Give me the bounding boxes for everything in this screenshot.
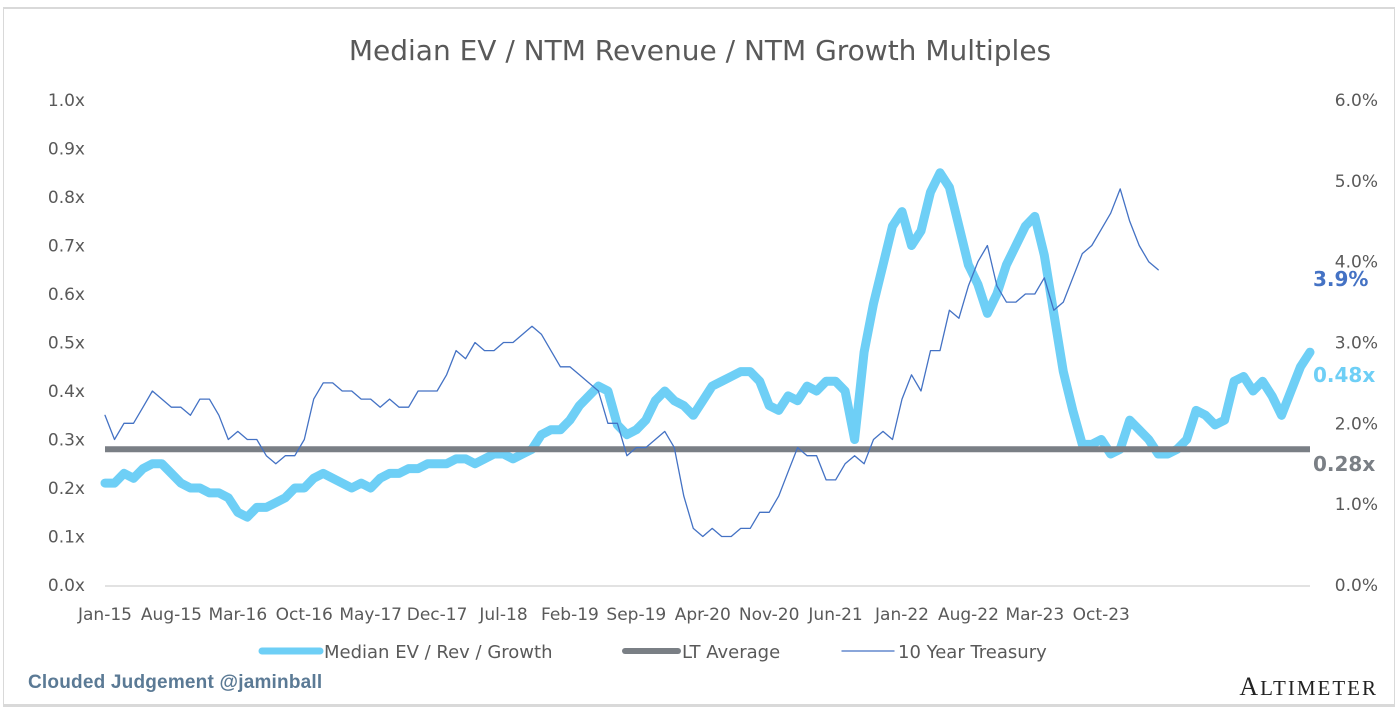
x-tick-label: Feb-19 <box>541 605 599 625</box>
left-tick-label: 0.3x <box>48 431 85 451</box>
legend-item-median-ev-rev-growth: Median EV / Rev / Growth <box>258 642 552 663</box>
right-tick-label: 2.0% <box>1335 414 1378 434</box>
right-tick-label: 0.0% <box>1335 576 1378 596</box>
right-tick-label: 5.0% <box>1335 172 1378 192</box>
right-tick-label: 6.0% <box>1335 91 1378 111</box>
x-tick-label: Mar-23 <box>1005 605 1064 625</box>
x-tick-label: Aug-22 <box>938 605 999 625</box>
right-tick-label: 3.0% <box>1335 334 1378 354</box>
legend-label: 10 Year Treasury <box>898 642 1047 663</box>
credit-text: Clouded Judgement @jaminball <box>28 672 323 693</box>
x-tick-label: Jan-15 <box>77 605 132 625</box>
legend-item-10-year-treasury: 10 Year Treasury <box>841 642 1047 663</box>
x-tick-label: Oct-23 <box>1073 605 1130 625</box>
legend-label: LT Average <box>682 642 780 663</box>
left-tick-label: 0.2x <box>48 479 85 499</box>
x-tick-label: Nov-20 <box>739 605 800 625</box>
left-tick-label: 1.0x <box>48 91 85 111</box>
left-axis: 0.0x 0.1x 0.2x 0.3x 0.4x 0.5x 0.6x 0.7x 0.8x 0.9x… <box>48 91 85 596</box>
end-label: 0.48x <box>1313 363 1375 387</box>
end-label: 0.28x <box>1313 452 1375 476</box>
x-tick-label: Dec-17 <box>407 605 468 625</box>
chart-frame <box>3 7 1395 707</box>
left-tick-label: 0.8x <box>48 188 85 208</box>
brand-initial: A <box>1239 672 1261 701</box>
left-tick-label: 0.6x <box>48 285 85 305</box>
x-tick-label: Mar-16 <box>208 605 267 625</box>
x-tick-label: Jan-22 <box>874 605 929 625</box>
legend-label: Median EV / Rev / Growth <box>324 642 552 663</box>
x-tick-label: Oct-16 <box>276 605 333 625</box>
left-tick-label: 0.0x <box>48 576 85 596</box>
x-tick-label: Sep-19 <box>606 605 666 625</box>
left-tick-label: 0.1x <box>48 528 85 548</box>
left-tick-label: 0.5x <box>48 334 85 354</box>
brand-logo: ALTIMETER <box>1239 672 1378 702</box>
left-tick-label: 0.4x <box>48 382 85 402</box>
legend: Median EV / Rev / Growth LT Average 10 Yea… <box>258 642 1047 663</box>
x-axis: Jan-15 Aug-15 Mar-16 Oct-16 May-17 Dec-17 Jul-… <box>77 605 1130 625</box>
brand-rest: LTIMETER <box>1260 676 1378 700</box>
x-tick-label: Aug-15 <box>141 605 202 625</box>
end-label: 3.9% <box>1313 267 1368 291</box>
right-tick-label: 1.0% <box>1335 495 1378 515</box>
left-tick-label: 0.9x <box>48 140 85 160</box>
x-tick-label: May-17 <box>339 605 402 625</box>
end-labels: 3.9% 0.48x 0.28x <box>1313 267 1375 476</box>
x-tick-label: Jul-18 <box>478 605 527 625</box>
x-tick-label: Jun-21 <box>807 605 862 625</box>
left-tick-label: 0.7x <box>48 237 85 257</box>
right-axis: 0.0% 1.0% 2.0% 3.0% 4.0% 5.0% 6.0% <box>1335 91 1378 596</box>
right-tick-label: 4.0% <box>1335 253 1378 273</box>
plot-area <box>100 168 1315 538</box>
x-tick-label: Apr-20 <box>675 605 731 625</box>
series-10-year-treasury <box>104 188 1159 538</box>
chart-title: Median EV / NTM Revenue / NTM Growth Mul… <box>349 34 1051 67</box>
legend-item-lt-average: LT Average <box>622 642 780 663</box>
series-median-ev-rev-growth <box>100 168 1315 522</box>
